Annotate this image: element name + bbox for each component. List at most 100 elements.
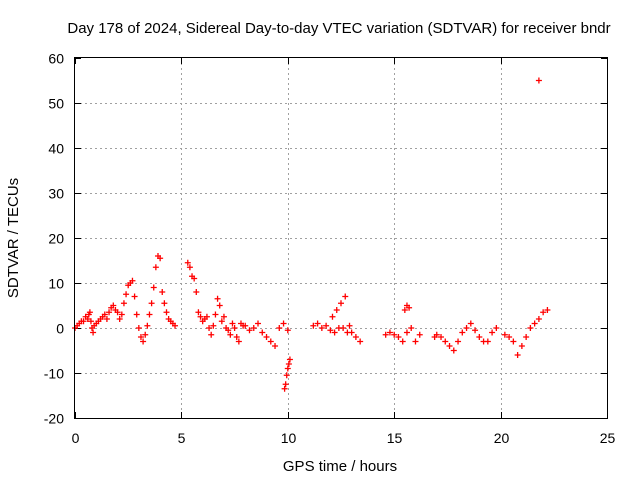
- data-point: [476, 334, 483, 340]
- data-point: [235, 338, 242, 345]
- data-point: [150, 284, 157, 291]
- data-point: [446, 343, 453, 349]
- data-point: [540, 309, 547, 316]
- data-point: [146, 311, 153, 318]
- data-point: [161, 300, 168, 307]
- data-point: [408, 325, 415, 331]
- x-tick-label: 15: [387, 430, 403, 446]
- data-point: [489, 329, 496, 336]
- x-tick-label: 0: [72, 430, 80, 446]
- data-point: [259, 329, 266, 336]
- data-point: [467, 320, 474, 327]
- data-point: [459, 329, 466, 336]
- data-point: [212, 311, 219, 318]
- data-point: [137, 334, 144, 340]
- data-point: [357, 338, 364, 345]
- data-point: [493, 325, 500, 331]
- y-tick-label: 30: [48, 186, 64, 202]
- data-point: [227, 331, 234, 338]
- data-point: [272, 343, 279, 349]
- data-point: [208, 331, 215, 338]
- data-point: [433, 331, 440, 338]
- data-point: [116, 316, 123, 322]
- data-point: [135, 325, 142, 331]
- data-point: [391, 331, 398, 338]
- data-point: [110, 302, 117, 309]
- data-point: [280, 320, 287, 327]
- data-point: [131, 293, 138, 300]
- data-point: [323, 322, 330, 329]
- data-point: [310, 322, 317, 329]
- data-point: [197, 313, 204, 320]
- data-point: [114, 309, 121, 316]
- data-point: [267, 338, 274, 345]
- y-tick-label: 60: [48, 51, 64, 67]
- data-point: [340, 325, 347, 331]
- data-point: [191, 275, 198, 282]
- data-point: [518, 343, 525, 349]
- data-point: [282, 381, 289, 388]
- data-point: [395, 334, 402, 340]
- data-point: [90, 329, 97, 336]
- data-point: [195, 309, 202, 316]
- data-point: [331, 329, 338, 336]
- data-point: [129, 277, 136, 284]
- data-point: [281, 385, 288, 392]
- data-point: [318, 325, 325, 331]
- data-point: [501, 331, 508, 338]
- data-point: [159, 289, 166, 295]
- y-axis-label: SDTVAR / TECUs: [5, 178, 22, 298]
- y-tick-label: 50: [48, 96, 64, 112]
- data-point: [263, 334, 270, 340]
- data-point: [172, 322, 179, 329]
- data-point: [285, 361, 292, 367]
- data-point: [531, 320, 538, 327]
- data-point: [148, 300, 155, 307]
- x-axis-ticks: 0 5 10 15 20 25: [72, 58, 616, 446]
- data-point: [84, 316, 91, 322]
- data-point: [484, 338, 491, 345]
- data-point: [283, 372, 290, 379]
- data-point: [399, 338, 406, 345]
- data-point: [527, 325, 534, 331]
- data-point: [276, 325, 283, 331]
- y-tick-label: -20: [44, 411, 64, 427]
- data-point: [106, 309, 113, 316]
- data-point: [416, 331, 423, 338]
- data-point: [218, 318, 225, 325]
- data-point: [142, 331, 149, 338]
- data-point: [284, 327, 291, 334]
- data-point: [523, 334, 530, 340]
- data-point: [246, 327, 253, 334]
- data-point: [535, 77, 542, 84]
- data-point: [80, 318, 87, 325]
- data-point: [284, 365, 291, 372]
- data-point: [442, 338, 449, 345]
- data-point: [412, 338, 419, 345]
- data-point: [140, 338, 147, 345]
- x-tick-label: 5: [178, 430, 186, 446]
- data-point: [455, 338, 462, 345]
- data-point: [382, 331, 389, 338]
- data-point: [220, 313, 227, 320]
- y-tick-label: 40: [48, 141, 64, 157]
- x-tick-label: 25: [600, 430, 616, 446]
- data-point: [120, 300, 127, 307]
- x-axis-label: GPS time / hours: [283, 458, 397, 475]
- data-point: [535, 316, 542, 322]
- data-point: [231, 325, 238, 331]
- data-point: [86, 309, 93, 316]
- data-point: [514, 352, 521, 358]
- x-tick-label: 20: [494, 430, 510, 446]
- data-point: [403, 329, 410, 336]
- data-point: [193, 289, 200, 295]
- data-point: [314, 320, 321, 327]
- data-point: [242, 322, 249, 329]
- data-point: [329, 313, 336, 320]
- data-point: [123, 291, 130, 298]
- x-tick-label: 10: [281, 430, 297, 446]
- data-point: [229, 320, 236, 327]
- data-point: [103, 316, 110, 322]
